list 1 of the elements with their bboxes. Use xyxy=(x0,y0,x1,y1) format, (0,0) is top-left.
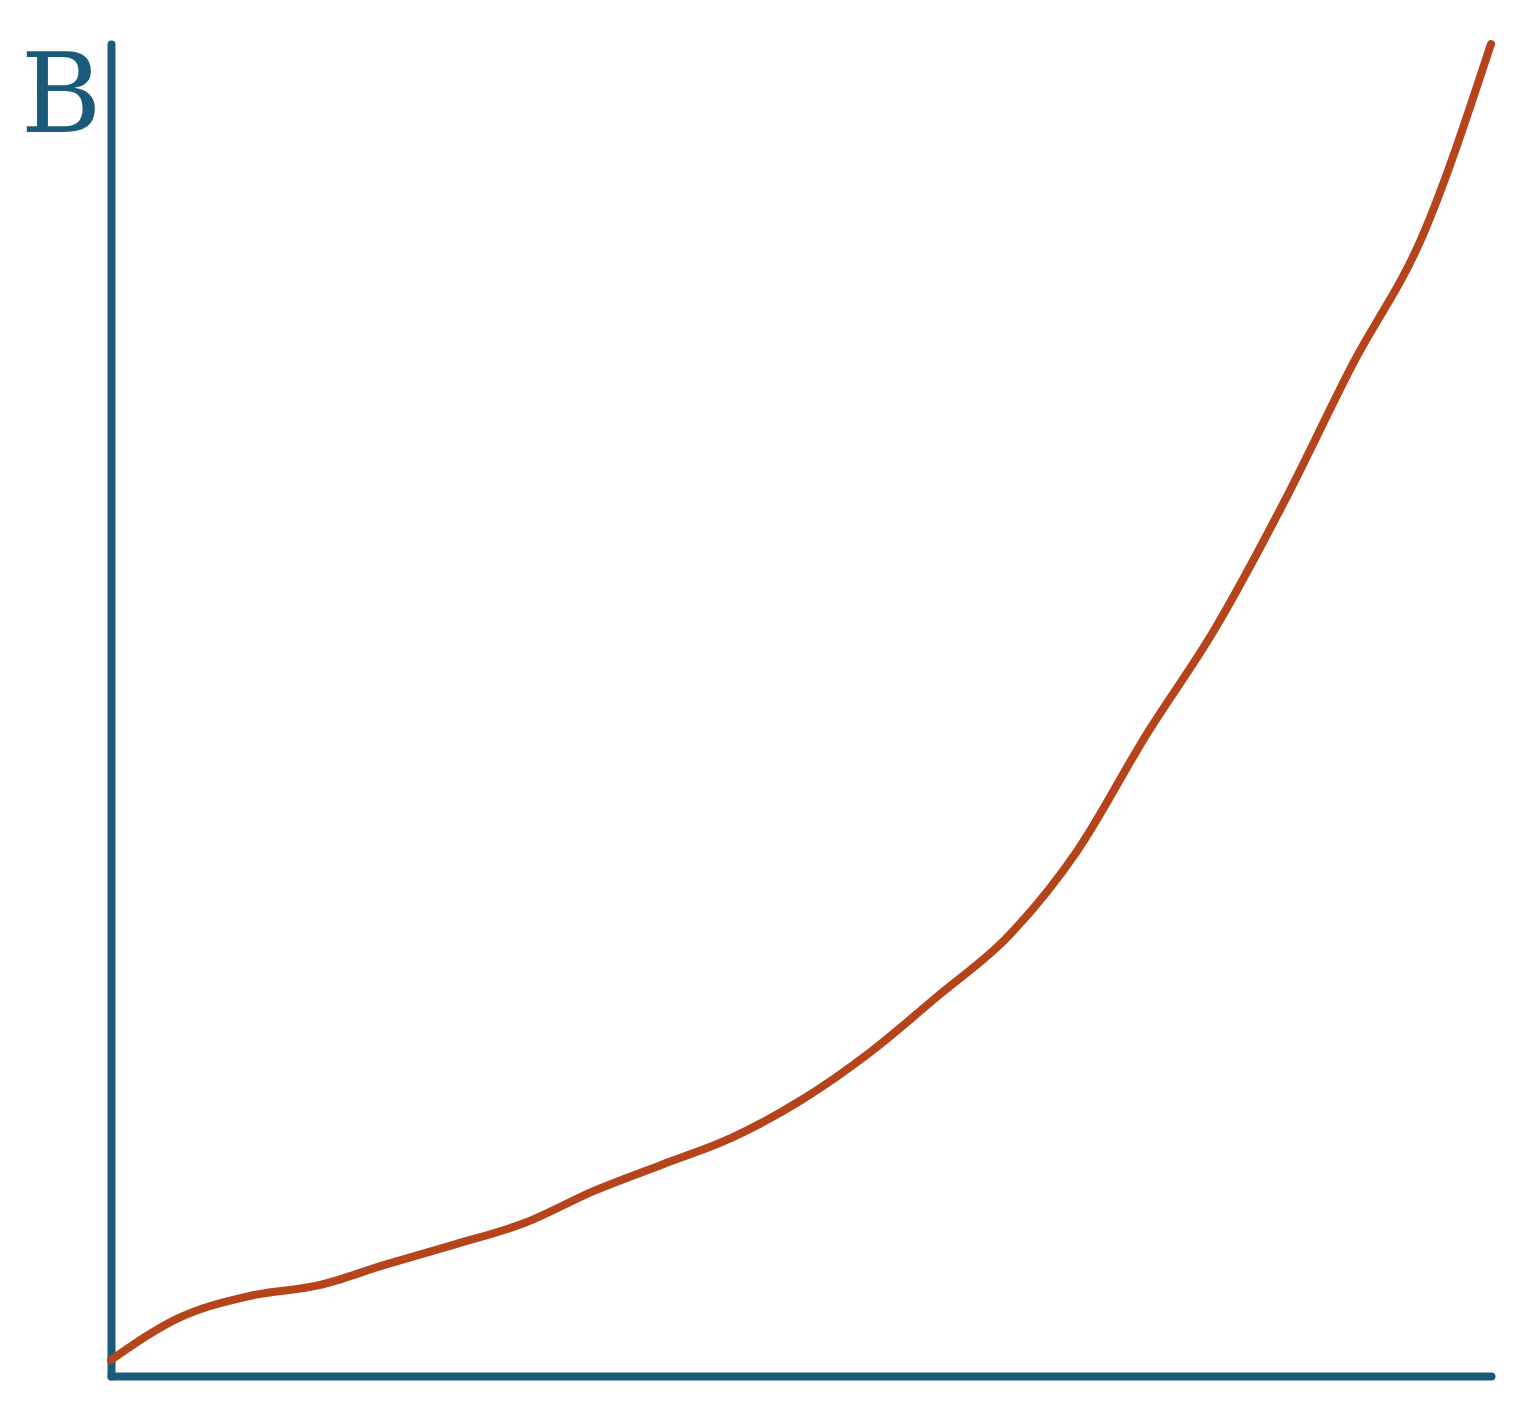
y-axis-title: B xyxy=(20,29,102,158)
